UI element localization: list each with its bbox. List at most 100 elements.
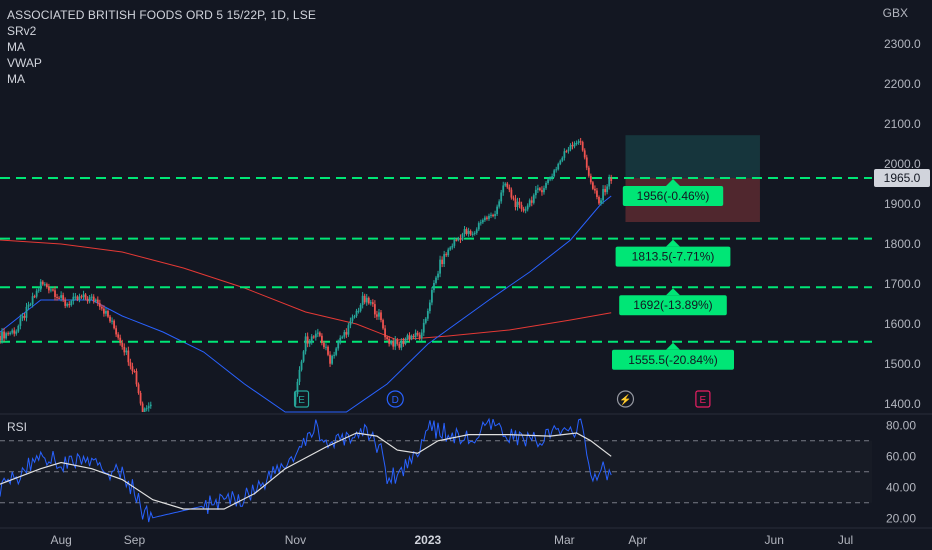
candle-body: [486, 217, 488, 219]
rsi-tick: 60.00: [886, 449, 916, 463]
ma-red-path: [0, 239, 612, 341]
ma-blue-line: [0, 195, 612, 413]
indicator-ma-2[interactable]: MA: [7, 72, 25, 86]
price-tag-arrow: [666, 288, 680, 296]
ma-blue-path: [0, 195, 612, 413]
candle-body: [416, 332, 419, 335]
candle-body: [473, 232, 476, 234]
candle-body: [355, 310, 358, 317]
candle-body: [137, 384, 140, 393]
candle-body: [479, 222, 482, 224]
candle-body: [19, 318, 22, 326]
candle-body: [587, 167, 590, 176]
price-tag-2: 1692(-13.89%): [619, 288, 727, 316]
axes: 1400.0 1500.0 1600.0 1700.0 1800.0 1900.0 2000…: [50, 37, 930, 547]
candle-body: [133, 371, 136, 373]
candle-body: [361, 295, 364, 305]
candle-body: [105, 310, 107, 314]
candle-body: [115, 328, 118, 335]
candle-body: [575, 142, 578, 144]
candle-body: [571, 145, 574, 147]
candle-body: [100, 306, 103, 309]
candle-body: [347, 325, 350, 335]
candle-body: [386, 337, 389, 340]
candle-body: [392, 341, 395, 347]
price-tag-box: [615, 246, 731, 267]
candle-body: [306, 336, 309, 344]
candle-body: [435, 277, 437, 283]
candle-body: [33, 296, 36, 298]
price-tags: 1956(-0.46%) 1813.5(-7.71%) 1692(-13.89%) 1…: [612, 179, 734, 370]
candle-body: [58, 297, 60, 299]
event-marker-1: D: [386, 390, 404, 408]
candle-body: [376, 314, 378, 317]
rsi-label[interactable]: RSI: [7, 420, 28, 434]
event-markers: E D ⚡ E: [293, 390, 711, 408]
candle-body: [1, 331, 3, 341]
candle-body: [78, 296, 81, 300]
price-tick: 2000.0: [884, 157, 921, 171]
price-tag-arrow: [666, 342, 680, 350]
candle-body: [431, 290, 433, 303]
candle-body: [471, 233, 474, 235]
candle-body: [371, 302, 374, 305]
event-shape: [386, 390, 404, 408]
candle-body: [557, 163, 560, 170]
candle-body: [365, 297, 368, 303]
candle-body: [469, 230, 472, 235]
candle-body: [520, 204, 523, 209]
candle-body: [147, 406, 150, 409]
price-tick: 1700.0: [884, 277, 921, 291]
candle-body: [496, 206, 499, 215]
price-tick: 1800.0: [884, 237, 921, 251]
price-tag-label: 1956(-0.46%): [637, 189, 710, 203]
candle-body: [559, 160, 562, 164]
candle-body: [600, 200, 602, 204]
candlesticks: [0, 137, 613, 412]
indicator-ma-1[interactable]: MA: [7, 40, 25, 54]
candle-body: [610, 177, 613, 182]
candle-body: [585, 157, 588, 168]
candle-body: [396, 339, 399, 344]
candle-body: [129, 362, 132, 367]
event-shape: [616, 390, 635, 408]
candle-body: [141, 403, 144, 412]
candle-body: [573, 143, 576, 147]
candle-body: [492, 214, 494, 217]
indicator-vwap[interactable]: VWAP: [7, 56, 42, 70]
candle-body: [125, 350, 128, 353]
candle-body: [457, 238, 460, 241]
event-label: D: [392, 395, 399, 406]
candle-body: [345, 332, 348, 335]
support-levels: [0, 177, 872, 343]
candle-body: [76, 296, 79, 300]
time-tick: Jul: [838, 533, 853, 547]
candle-body: [418, 334, 421, 339]
candle-body: [60, 295, 63, 298]
candle-body: [302, 351, 305, 362]
candle-body: [3, 331, 5, 339]
candle-body: [5, 333, 8, 339]
price-tag-box: [612, 349, 734, 370]
candle-body: [483, 217, 486, 221]
indicator-srv2[interactable]: SRv2: [7, 24, 37, 38]
candle-body: [88, 297, 91, 302]
candle-body: [318, 332, 321, 336]
candle-body: [316, 332, 319, 334]
candle-body: [400, 340, 403, 348]
candle-body: [428, 302, 431, 312]
candle-body: [64, 299, 67, 306]
candle-body: [84, 294, 87, 299]
candle-body: [119, 337, 122, 343]
candle-body: [543, 188, 545, 193]
candle-body: [357, 310, 360, 312]
candle-body: [551, 176, 554, 179]
price-tag-label: 1692(-13.89%): [633, 298, 712, 312]
candle-body: [569, 145, 572, 150]
candle-body: [327, 346, 329, 355]
profit-zone: [625, 135, 760, 178]
candle-body: [414, 332, 417, 338]
candle-body: [29, 304, 32, 306]
price-tick: 1900.0: [884, 197, 921, 211]
